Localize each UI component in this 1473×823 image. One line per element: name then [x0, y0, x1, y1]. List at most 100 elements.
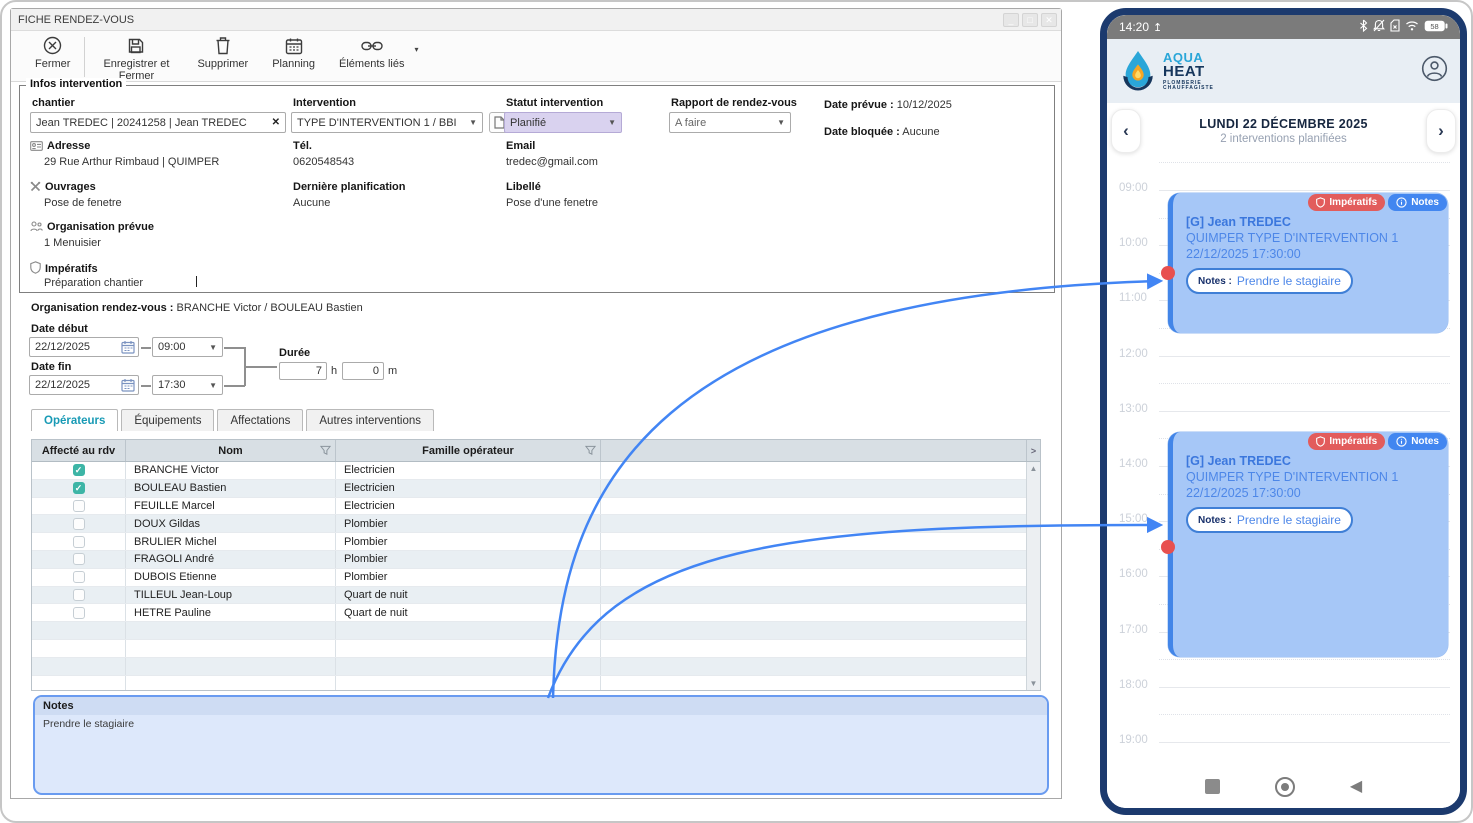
time-debut-value: 09:00	[158, 341, 186, 353]
interventions-count: 2 interventions planifiées	[1220, 133, 1347, 145]
profile-icon[interactable]	[1421, 55, 1448, 87]
trash-icon	[215, 35, 231, 56]
table-row[interactable]: TILLEUL Jean-Loup Quart de nuit	[32, 586, 1026, 605]
table-scrollbar[interactable]: ▲ ▼	[1026, 462, 1040, 690]
event-title: [G] Jean TREDEC	[1186, 215, 1291, 229]
planning-button[interactable]: Planning	[260, 35, 327, 70]
fermer-button[interactable]: Fermer	[23, 35, 82, 70]
tel-value: 0620548543	[293, 156, 355, 168]
link-icon	[361, 35, 383, 56]
tab-equipements[interactable]: Équipements	[121, 409, 215, 431]
tools-icon	[30, 181, 41, 195]
chantier-input[interactable]: Jean TREDEC | 20241258 | Jean TREDEC ✕	[30, 112, 286, 133]
date-fin-input[interactable]	[29, 375, 139, 395]
organisation-rdv-row: Organisation rendez-vous : BRANCHE Victo…	[31, 302, 363, 314]
badge-row: Impératifs Notes	[1308, 194, 1447, 211]
adresse-value: 29 Rue Arthur Rimbaud | QUIMPER	[44, 156, 220, 168]
column-famille[interactable]: Famille opérateur	[336, 440, 601, 461]
statut-intervention-select[interactable]: Planifié ▼	[504, 112, 622, 133]
date-navigation: ‹ LUNDI 22 DÉCEMBRE 2025 2 interventions…	[1107, 103, 1460, 159]
maximize-button[interactable]: □	[1022, 12, 1038, 27]
chevron-down-icon[interactable]: ▾	[414, 45, 419, 54]
operators-table-body: ✓ BRANCHE Victor Electricien ✓ BOULEAU Basti…	[32, 462, 1026, 690]
imperatifs-value[interactable]: Préparation chantier	[44, 277, 144, 289]
row-checkbox[interactable]: ✓	[72, 464, 85, 477]
event-card[interactable]: Impératifs Notes [G] Jean TREDEC QUIMPER TY…	[1168, 432, 1448, 657]
note-pill-label: Notes :	[1198, 275, 1232, 287]
column-affecte[interactable]: Affecté au rdv	[32, 440, 126, 461]
table-row[interactable]: DOUX Gildas Plombier	[32, 515, 1026, 534]
table-row[interactable]: ✓ BRANCHE Victor Electricien	[32, 462, 1026, 480]
column-chooser-button[interactable]: >	[1026, 440, 1040, 461]
time-fin-select[interactable]: 17:30 ▼	[152, 375, 223, 395]
bluetooth-icon	[1359, 19, 1368, 35]
close-button[interactable]: ✕	[1041, 12, 1057, 27]
operator-family-cell: Plombier	[336, 568, 601, 586]
table-row[interactable]: DUBOIS Etienne Plombier	[32, 568, 1026, 587]
table-row[interactable]	[32, 675, 1026, 690]
table-row[interactable]	[32, 657, 1026, 676]
notes-textarea[interactable]: Prendre le stagiaire	[43, 718, 135, 730]
table-row[interactable]: FRAGOLI André Plombier	[32, 550, 1026, 569]
scroll-down-icon[interactable]: ▼	[1029, 679, 1038, 688]
time-debut-select[interactable]: 09:00 ▼	[152, 337, 223, 357]
duree-minutes-input[interactable]	[342, 362, 384, 380]
date-fin-label: Date fin	[31, 361, 72, 373]
row-checkbox[interactable]: ✓	[72, 482, 85, 495]
window-title: FICHE RENDEZ-VOUS	[18, 13, 135, 26]
tab-operateurs[interactable]: Opérateurs	[31, 409, 119, 431]
table-header: Affecté au rdv Nom Famille opérateur >	[32, 440, 1040, 462]
back-button[interactable]: ◀	[1349, 777, 1363, 795]
titlebar[interactable]: FICHE RENDEZ-VOUS _ □ ✕	[11, 9, 1061, 31]
elements-lies-button[interactable]: Éléments liés ▾	[327, 35, 419, 70]
duree-minutes-unit: m	[388, 365, 398, 377]
filter-icon[interactable]	[584, 445, 597, 459]
chevron-down-icon: ▼	[209, 380, 217, 390]
android-navigation-bar: ◀	[1107, 765, 1460, 808]
notes-badge: Notes	[1388, 433, 1447, 450]
home-button[interactable]	[1274, 776, 1295, 797]
ouvrages-value: Pose de fenetre	[44, 197, 122, 209]
event-title: [G] Jean TREDEC	[1186, 454, 1291, 468]
row-checkbox[interactable]	[72, 517, 85, 530]
row-checkbox[interactable]	[72, 571, 85, 584]
calendar-picker-icon[interactable]	[121, 378, 135, 397]
duree-hours-input[interactable]	[279, 362, 327, 380]
tab-autres-interventions[interactable]: Autres interventions	[306, 409, 435, 431]
event-card[interactable]: Impératifs Notes [G] Jean TREDEC QUIMPER TY…	[1168, 193, 1448, 333]
row-checkbox[interactable]	[72, 499, 85, 512]
table-row[interactable]	[32, 639, 1026, 658]
table-row[interactable]: BRULIER Michel Plombier	[32, 533, 1026, 551]
row-checkbox[interactable]	[72, 535, 85, 548]
previous-day-button[interactable]: ‹	[1111, 109, 1141, 153]
row-checkbox[interactable]	[72, 588, 85, 601]
enregistrer-et-fermer-button[interactable]: Enregistrer et Fermer	[87, 35, 185, 82]
row-checkbox[interactable]	[72, 606, 85, 619]
date-debut-input[interactable]	[29, 337, 139, 357]
rapport-rdv-label: Rapport de rendez-vous	[671, 97, 797, 109]
note-pill: Notes : Prendre le stagiaire	[1186, 507, 1353, 533]
column-empty	[601, 440, 1026, 461]
sim-card-icon	[1390, 19, 1400, 35]
rapport-rdv-select[interactable]: A faire ▼	[669, 112, 791, 133]
minimize-button[interactable]: _	[1003, 12, 1019, 27]
column-nom[interactable]: Nom	[126, 440, 336, 461]
scroll-up-icon[interactable]: ▲	[1029, 464, 1038, 473]
hour-label: 14:00	[1119, 458, 1148, 470]
calendar-picker-icon[interactable]	[121, 340, 135, 359]
date-prevue-value: 10/12/2025	[896, 99, 952, 111]
table-row[interactable]: FEUILLE Marcel Electricien	[32, 497, 1026, 516]
row-checkbox[interactable]	[72, 553, 85, 566]
supprimer-button[interactable]: Supprimer	[185, 35, 260, 70]
table-row[interactable]: HETRE Pauline Quart de nuit	[32, 604, 1026, 623]
intervention-select[interactable]: TYPE D'INTERVENTION 1 / BBI ▼	[291, 112, 483, 133]
tab-affectations[interactable]: Affectations	[217, 409, 304, 431]
table-row[interactable]: ✓ BOULEAU Bastien Electricien	[32, 479, 1026, 498]
operator-family-cell: Electricien	[336, 462, 601, 479]
filter-icon[interactable]	[319, 445, 332, 459]
next-day-button[interactable]: ›	[1426, 109, 1456, 153]
recent-apps-button[interactable]	[1204, 779, 1220, 794]
clear-icon[interactable]: ✕	[271, 117, 280, 128]
table-row[interactable]	[32, 622, 1026, 640]
hour-line	[1159, 686, 1450, 688]
